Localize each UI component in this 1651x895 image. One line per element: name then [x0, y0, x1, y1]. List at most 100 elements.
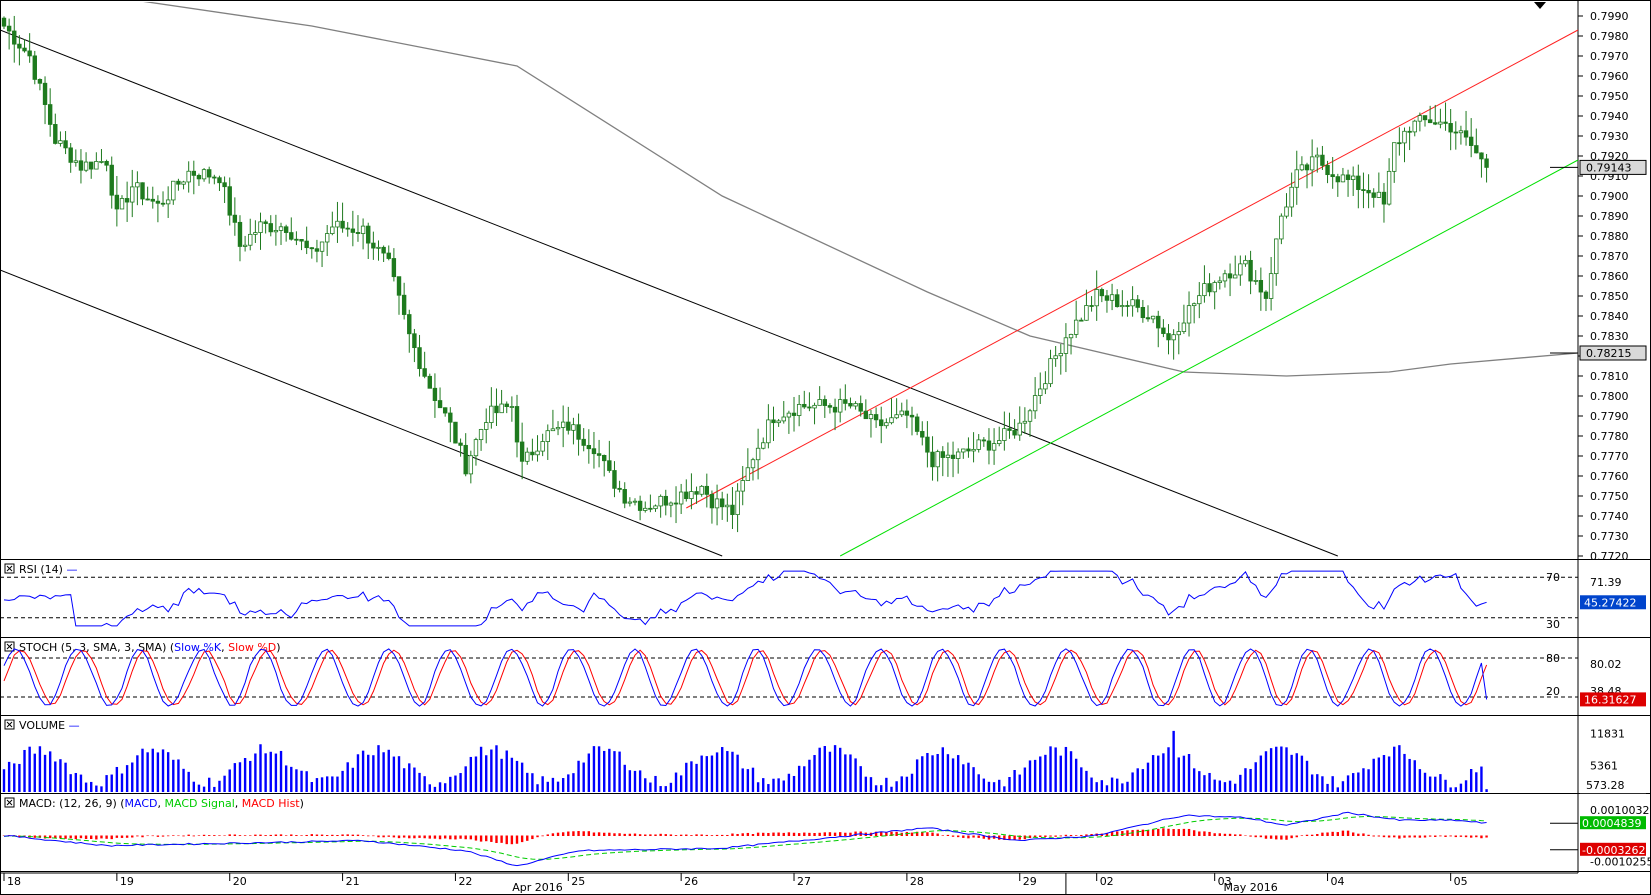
candle-body — [1053, 355, 1058, 360]
candle-body — [817, 399, 822, 406]
day-label: 05 — [1454, 875, 1468, 888]
candle-body — [114, 194, 120, 210]
day-label: 03 — [1218, 875, 1232, 888]
candle-body — [771, 419, 776, 424]
candle-body — [750, 459, 756, 469]
candle-body — [1233, 274, 1238, 279]
candle-body — [1479, 152, 1484, 160]
candle-body — [248, 233, 253, 246]
candle-body — [566, 421, 571, 431]
candle-body — [407, 314, 412, 335]
candle-body — [340, 220, 345, 229]
candle-body — [781, 416, 786, 422]
macd-value-badge — [1580, 816, 1646, 830]
candle-body — [1253, 280, 1258, 282]
candle-body — [1171, 334, 1176, 341]
candle-body — [12, 30, 17, 45]
candle-body — [242, 244, 248, 247]
candle-body — [822, 399, 827, 406]
candle-body — [145, 198, 150, 201]
candle-body — [1335, 176, 1340, 183]
candle-body — [899, 410, 904, 416]
candle-body — [807, 406, 812, 409]
candle-body — [1161, 327, 1166, 334]
candle-body — [258, 221, 263, 233]
stoch-close-icon[interactable] — [4, 641, 15, 652]
candle-body — [232, 214, 238, 223]
candle-body — [366, 225, 371, 244]
ma-value-badge — [1579, 345, 1647, 361]
price-tick-label: 0.7920 — [1590, 150, 1629, 163]
candle-body — [1089, 305, 1094, 307]
price-panel — [0, 2, 1578, 557]
candle-body — [971, 448, 976, 452]
volume-value-badge — [1580, 779, 1646, 794]
candle-body — [1048, 358, 1053, 385]
volume-value-text: 573.28 — [1586, 779, 1625, 792]
candle-body — [607, 460, 612, 471]
candle-body — [1063, 337, 1069, 354]
candle-body — [868, 414, 874, 420]
candle-body — [904, 410, 910, 416]
candle-body — [997, 440, 1002, 444]
candle-body — [227, 186, 232, 216]
candle-body — [1320, 154, 1325, 166]
rsi-close-icon[interactable] — [4, 563, 15, 574]
macd-close-icon[interactable] — [4, 797, 15, 808]
scroll-marker-icon[interactable] — [1534, 2, 1546, 9]
volume-close-icon[interactable] — [4, 719, 15, 730]
candle-body — [720, 498, 725, 508]
candle-body — [432, 387, 438, 401]
candle-body — [222, 182, 227, 188]
day-label: 02 — [1100, 875, 1114, 888]
candle-body — [617, 487, 622, 490]
candle-body — [909, 414, 915, 418]
candle-body — [196, 174, 202, 180]
price-tick-label: 0.7900 — [1590, 190, 1629, 203]
candle-body — [766, 419, 771, 444]
candle-body — [304, 240, 309, 249]
month-label: Apr 2016 — [512, 881, 563, 894]
candle-body — [643, 507, 648, 511]
candle-body — [1027, 410, 1033, 422]
candle-body — [206, 169, 212, 178]
candle-body — [1258, 280, 1264, 293]
candle-body — [53, 124, 58, 144]
candle-body — [1325, 165, 1330, 176]
candle-body — [1294, 169, 1299, 188]
candle-body — [165, 199, 171, 205]
candle-body — [668, 502, 674, 506]
candle-body — [1407, 130, 1412, 133]
candle-body — [530, 451, 535, 456]
candle-body — [360, 225, 366, 234]
candle-body — [263, 221, 268, 224]
candle-body — [863, 410, 869, 420]
candle-body — [376, 246, 381, 249]
candle-body — [201, 169, 207, 180]
candle-body — [678, 491, 684, 505]
candle-body — [396, 276, 402, 296]
candle-body — [684, 491, 689, 500]
candle-body — [976, 439, 981, 450]
candle-body — [560, 421, 566, 428]
last-price-badge — [1579, 159, 1647, 175]
candle-body — [1381, 191, 1387, 205]
candle-body — [181, 181, 186, 185]
day-label: 26 — [684, 875, 698, 888]
price-tick-label: 0.7980 — [1590, 30, 1629, 43]
candle-body — [1073, 319, 1079, 335]
macd-line — [3, 811, 1487, 867]
candle-body — [1227, 273, 1233, 279]
candle-body — [422, 368, 427, 377]
price-tick-label: 0.7760 — [1590, 470, 1629, 483]
macd-value-text: 0.0004839 — [1582, 817, 1642, 830]
candle-body — [802, 403, 807, 408]
candle-body — [1156, 315, 1161, 329]
candle-body — [427, 375, 432, 389]
candle-body — [350, 228, 356, 233]
candle-body — [1038, 388, 1043, 396]
price-tick-label: 0.7790 — [1590, 410, 1629, 423]
candle-body — [1238, 263, 1243, 276]
candle-body — [319, 241, 325, 252]
candle-body — [371, 242, 376, 249]
